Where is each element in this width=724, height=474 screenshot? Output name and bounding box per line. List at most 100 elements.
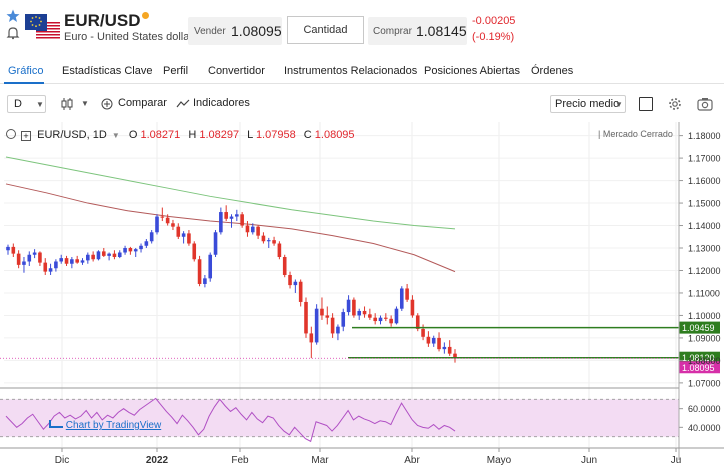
sell-button[interactable]: Vender 1.08095 xyxy=(188,17,282,45)
chart-type-select[interactable]: ▼ xyxy=(60,96,92,112)
candle-body xyxy=(192,243,197,260)
indicators-button[interactable]: Indicadores xyxy=(176,96,250,112)
sell-label: Vender xyxy=(194,26,226,37)
camera-icon[interactable] xyxy=(697,97,713,111)
candle-body xyxy=(123,248,127,253)
legend-expand-icon[interactable]: + xyxy=(21,131,32,141)
quantity-input[interactable]: Cantidad xyxy=(287,16,364,44)
rsi-band xyxy=(0,399,679,437)
candle-body xyxy=(48,268,53,272)
candle-body xyxy=(197,259,202,284)
tab-related[interactable]: Instrumentos Relacionados xyxy=(284,65,418,77)
candle-body xyxy=(6,246,10,251)
settings-gear-icon[interactable] xyxy=(668,97,682,111)
buy-label: Comprar xyxy=(373,26,412,37)
candle-body xyxy=(155,216,159,233)
legend-toggle-icon[interactable] xyxy=(6,129,16,139)
compare-label: Comparar xyxy=(118,97,167,109)
sell-price: 1.08095 xyxy=(231,23,282,39)
price-change-percent: (-0.19%) xyxy=(472,31,515,43)
fullscreen-toggle[interactable] xyxy=(639,97,653,111)
compare-plus-icon xyxy=(101,98,113,110)
candle-body xyxy=(309,333,314,343)
candle-body xyxy=(219,212,223,233)
candle-body xyxy=(282,257,287,275)
candle-body xyxy=(256,226,260,236)
candle-body xyxy=(133,249,138,252)
candle-body xyxy=(117,252,122,257)
candle-body xyxy=(54,261,58,269)
candle-body xyxy=(43,262,48,272)
candle-body xyxy=(16,253,21,265)
candle-body xyxy=(410,299,415,316)
candle-body xyxy=(139,245,143,250)
legend-close-value: 1.08095 xyxy=(314,129,355,141)
interval-select[interactable]: D ▼ xyxy=(7,95,46,113)
y-tick-label: 1.18000 xyxy=(688,131,721,141)
candle-body xyxy=(442,346,447,350)
candle-body xyxy=(261,235,266,242)
chart-area[interactable]: 1.09459 1.08120 1.08095 1.18000 1.17000 1.16… xyxy=(0,122,724,474)
tradingview-badge[interactable]: Chart by TradingView xyxy=(49,420,161,431)
candle-body xyxy=(415,315,420,329)
candle-body xyxy=(128,248,133,252)
candle-body xyxy=(112,253,117,257)
candle-body xyxy=(293,281,298,286)
candle-body xyxy=(70,259,74,264)
y-tick-label: 1.16000 xyxy=(688,176,721,186)
tab-key-stats[interactable]: Estadísticas Clave xyxy=(62,65,153,77)
candle-body xyxy=(144,241,149,246)
favorite-star-icon[interactable] xyxy=(6,9,20,23)
rsi-tick-label: 40.0000 xyxy=(688,423,721,433)
candle-body xyxy=(405,288,409,300)
market-status-label: | Mercado Cerrado xyxy=(598,129,673,139)
candle-body xyxy=(431,337,436,344)
y-tick-label: 1.09000 xyxy=(688,333,721,343)
candle-body xyxy=(203,278,207,284)
legend-low-label: L xyxy=(247,129,253,141)
candle-body xyxy=(22,261,26,265)
candle-body xyxy=(101,251,106,256)
indicators-label: Indicadores xyxy=(193,97,250,109)
candle-body xyxy=(86,254,90,261)
candle-body xyxy=(453,353,457,359)
candle-body xyxy=(304,301,308,334)
x-tick-label: Feb xyxy=(231,455,249,466)
buy-price: 1.08145 xyxy=(416,23,467,39)
candle-body xyxy=(181,233,186,237)
candle-body xyxy=(362,310,367,315)
candle-body xyxy=(341,312,346,327)
compare-button[interactable]: Comparar xyxy=(100,96,168,112)
x-tick-label: Abr xyxy=(404,455,420,466)
candle-body xyxy=(298,281,303,302)
y-tick-label: 1.10000 xyxy=(688,311,721,321)
x-tick-label: Dic xyxy=(55,455,69,466)
tab-profile[interactable]: Perfil xyxy=(163,65,189,77)
candle-body xyxy=(96,251,101,260)
tab-converter[interactable]: Convertidor xyxy=(208,65,265,77)
candle-body xyxy=(91,254,95,260)
moving-average-long xyxy=(5,156,456,230)
price-mode-select[interactable]: Precio medio ▼ xyxy=(550,95,626,113)
active-tab-indicator xyxy=(4,82,44,84)
tab-chart[interactable]: Gráfico xyxy=(8,65,44,77)
price-alert-bell-icon[interactable] xyxy=(6,26,20,40)
y-tick-label: 1.08000 xyxy=(688,356,721,366)
candle-body xyxy=(187,233,191,244)
candle-body xyxy=(447,346,452,354)
candle-body xyxy=(314,308,319,343)
tradingview-badge-text: Chart by TradingView xyxy=(65,420,162,431)
candle-body xyxy=(437,337,441,350)
pair-name: EUR/USD xyxy=(64,11,141,30)
chevron-down-icon[interactable]: ▼ xyxy=(111,131,120,140)
tab-orders[interactable]: Órdenes xyxy=(531,65,574,77)
candle-body xyxy=(384,317,388,319)
tab-open-positions[interactable]: Posiciones Abiertas xyxy=(424,65,520,77)
x-tick-label: 2022 xyxy=(146,455,169,466)
chart-toolbar: D ▼ ▼ Comparar Indicadores Precio medio … xyxy=(0,88,724,120)
legend-close-label: C xyxy=(303,129,312,141)
buy-button[interactable]: Comprar 1.08145 xyxy=(368,17,467,45)
candle-body xyxy=(59,258,64,262)
candle-body xyxy=(64,258,69,264)
